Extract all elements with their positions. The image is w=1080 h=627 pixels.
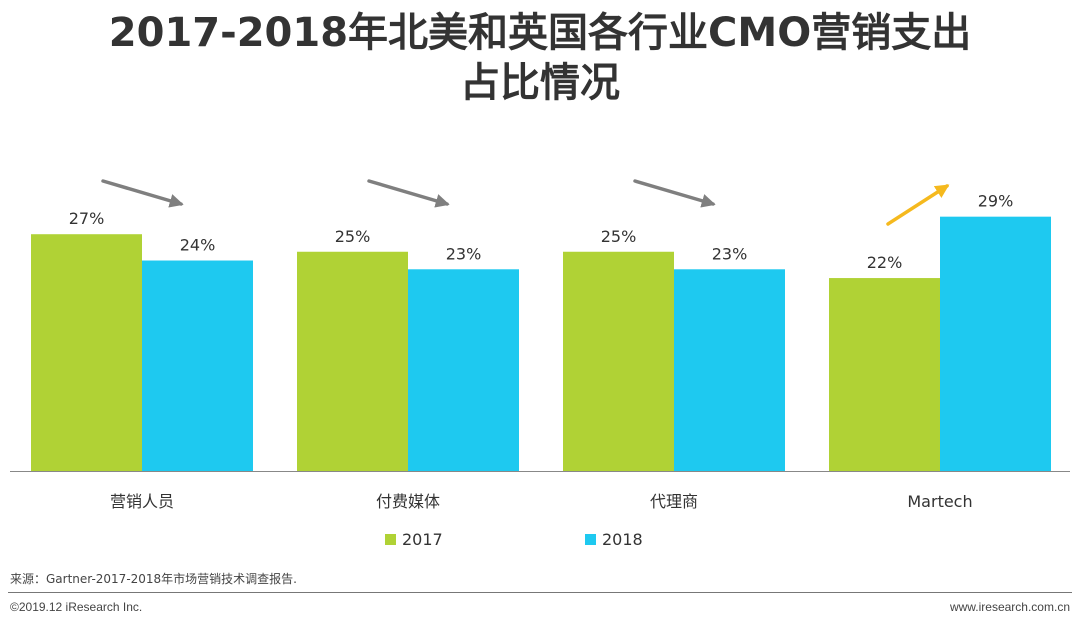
data-label-2017-4: 22% [867,253,903,272]
source-note: 来源：Gartner-2017-2018年市场营销技术调查报告. [10,572,297,586]
data-label-2018-2: 23% [446,244,482,263]
data-label-2018-1: 24% [180,236,216,255]
legend-swatch-2018 [585,534,596,545]
website-link[interactable]: www.iresearch.com.cn [949,600,1070,614]
legend-label-2017: 2017 [402,530,443,549]
copyright-text: ©2019.12 iResearch Inc. [10,600,143,614]
category-label-2: 付费媒体 [376,492,440,511]
bar-2017-3 [563,251,674,471]
category-label-1: 营销人员 [110,492,174,511]
bar-2017-4 [829,278,940,471]
bar-2017-1 [31,234,142,471]
bar-2018-2 [408,269,519,471]
data-label-2018-3: 23% [712,244,748,263]
bar-2018-1 [142,260,253,471]
chart-title-line-1: 2017-2018年北美和英国各行业CMO营销支出 [108,10,972,56]
bar-2018-4 [940,216,1051,471]
bar-2018-3 [674,269,785,471]
footer-divider [8,592,1072,593]
data-label-2018-4: 29% [978,192,1014,211]
data-label-2017-2: 25% [335,227,371,246]
trend-arrow-down-2 [367,179,450,208]
chart-title-line-2: 占比情况 [460,60,620,106]
legend-label-2018: 2018 [602,530,643,549]
category-label-4: Martech [907,492,972,511]
chart-title: 2017-2018年北美和英国各行业CMO营销支出 占比情况 [0,8,1080,108]
data-label-2017-1: 27% [69,209,105,228]
legend-swatch-2017 [385,534,396,545]
trend-arrow-down-3 [633,179,716,208]
trend-arrow-down-1 [101,179,184,208]
trend-arrow-up-4 [886,184,950,226]
category-label-3: 代理商 [650,492,698,511]
bar-chart: 27% 24% 营销人员 25% 23% 付费媒体 25% 23% 代理商 22% 29% Marte… [10,179,1070,549]
bar-2017-2 [297,251,408,471]
data-label-2017-3: 25% [601,227,637,246]
